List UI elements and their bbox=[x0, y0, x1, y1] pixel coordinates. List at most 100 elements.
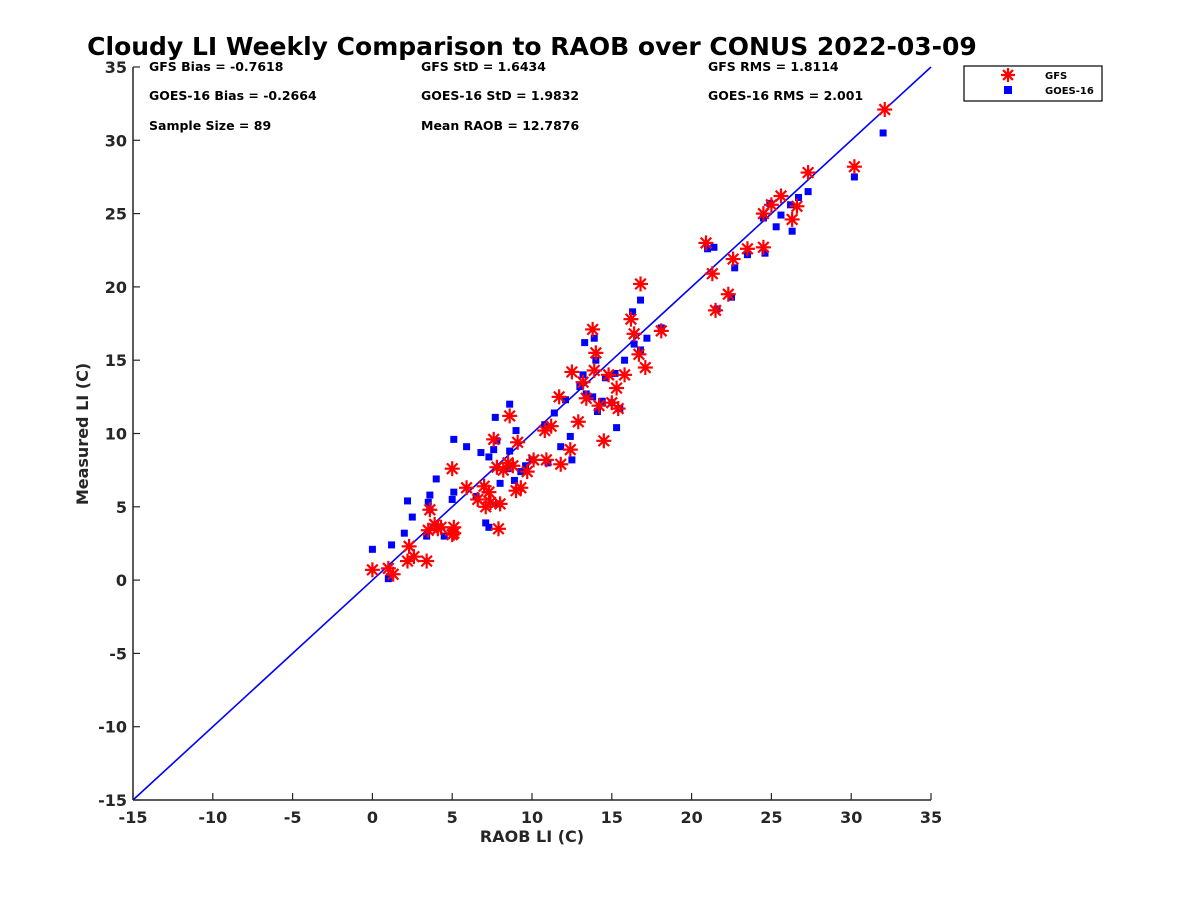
goes16-point bbox=[611, 369, 619, 377]
goes16-point bbox=[613, 424, 621, 432]
y-axis-label: Measured LI (C) bbox=[73, 363, 92, 505]
gfs-point bbox=[446, 525, 462, 541]
gfs-point bbox=[505, 458, 521, 474]
gfs-point bbox=[637, 360, 653, 376]
gfs-point bbox=[846, 159, 862, 175]
goes16-point bbox=[795, 193, 803, 201]
x-tick-label: 25 bbox=[760, 808, 782, 827]
gfs-point bbox=[486, 431, 502, 447]
gfs-point bbox=[510, 434, 526, 450]
gfs-point bbox=[433, 519, 449, 535]
goes16-point bbox=[637, 296, 645, 304]
y-tick-label: 35 bbox=[105, 58, 127, 77]
gfs-point bbox=[591, 398, 607, 414]
gfs-point bbox=[617, 367, 633, 383]
goes16-point bbox=[493, 437, 501, 445]
gfs-point bbox=[490, 521, 506, 537]
x-tick-label: -5 bbox=[284, 808, 302, 827]
gfs-point bbox=[755, 239, 771, 255]
goes16-point bbox=[731, 264, 739, 272]
gfs-point bbox=[623, 311, 639, 327]
gfs-point bbox=[601, 367, 617, 383]
goes16-point bbox=[490, 446, 498, 454]
y-tick-label: 25 bbox=[105, 205, 127, 224]
gfs-point bbox=[364, 562, 380, 578]
goes16-point bbox=[589, 393, 597, 401]
goes16-point bbox=[590, 334, 598, 342]
gfs-point bbox=[562, 442, 578, 458]
goes16-point bbox=[804, 188, 812, 196]
gfs-point bbox=[631, 346, 647, 362]
goes16-point bbox=[404, 497, 412, 505]
gfs-point bbox=[459, 480, 475, 496]
goes16-point bbox=[630, 340, 638, 348]
x-axis-label: RAOB LI (C) bbox=[480, 827, 584, 846]
legend-gfs-marker bbox=[1001, 68, 1015, 82]
goes16-point bbox=[448, 495, 456, 503]
goes16-point bbox=[463, 443, 471, 451]
goes16-point bbox=[506, 447, 514, 455]
gfs-point bbox=[543, 418, 559, 434]
goes16-point bbox=[761, 249, 769, 257]
goes16-point bbox=[388, 541, 396, 549]
gfs-point bbox=[800, 165, 816, 181]
goes16-point bbox=[710, 243, 718, 251]
gfs-point bbox=[551, 389, 567, 405]
gfs-point bbox=[704, 266, 720, 282]
x-tick-label: 20 bbox=[680, 808, 702, 827]
gfs-point bbox=[698, 235, 714, 251]
goes16-point bbox=[850, 173, 858, 181]
x-tick-label: 15 bbox=[601, 808, 623, 827]
gfs-point bbox=[481, 484, 497, 500]
goes16-point bbox=[477, 449, 485, 457]
goes16-point bbox=[557, 443, 565, 451]
y-tick-label: 30 bbox=[105, 131, 127, 150]
gfs-point bbox=[538, 452, 554, 468]
gfs-point bbox=[578, 390, 594, 406]
goes16-point bbox=[482, 519, 490, 527]
y-tick-label: -10 bbox=[98, 718, 127, 737]
stat-gfs-bias: GFS Bias = -0.7618 bbox=[149, 59, 283, 74]
y-tick-label: -5 bbox=[109, 644, 127, 663]
goes16-point bbox=[879, 129, 887, 137]
goes16-point bbox=[485, 523, 493, 531]
goes16-point bbox=[566, 432, 574, 440]
gfs-point bbox=[385, 566, 401, 582]
reference-line-layer bbox=[132, 66, 932, 801]
gfs-point bbox=[653, 323, 669, 339]
legend: GFS GOES-16 bbox=[963, 65, 1103, 102]
stat-goes-std: GOES-16 StD = 1.9832 bbox=[421, 88, 579, 103]
legend-gfs-label: GFS bbox=[1045, 71, 1067, 82]
x-tick-label: -15 bbox=[119, 808, 148, 827]
x-tick-label: 30 bbox=[840, 808, 862, 827]
goes16-point bbox=[787, 201, 795, 209]
gfs-point bbox=[588, 345, 604, 361]
gfs-point bbox=[570, 414, 586, 430]
goes16-point bbox=[568, 456, 576, 464]
y-tick-label: 10 bbox=[105, 425, 127, 444]
gfs-point bbox=[564, 364, 580, 380]
stat-goes-bias: GOES-16 Bias = -0.2664 bbox=[149, 88, 317, 103]
goes16-point bbox=[522, 462, 530, 470]
legend-goes-marker bbox=[1004, 86, 1012, 94]
goes16-point bbox=[432, 475, 440, 483]
legend-box bbox=[963, 65, 1103, 102]
gfs-point bbox=[492, 496, 508, 512]
y-tick-label: 20 bbox=[105, 278, 127, 297]
x-tick-label: 0 bbox=[367, 808, 378, 827]
statistics-annotations: GFS Bias = -0.7618 GOES-16 Bias = -0.266… bbox=[149, 59, 863, 133]
stat-gfs-std: GFS StD = 1.6434 bbox=[421, 59, 546, 74]
goes16-point bbox=[506, 400, 514, 408]
gfs-point bbox=[575, 374, 591, 390]
y-tick-label: -15 bbox=[98, 791, 127, 810]
gfs-point bbox=[519, 464, 535, 480]
goes16-point bbox=[704, 245, 712, 253]
gfs-point bbox=[708, 302, 724, 318]
gfs-point bbox=[626, 326, 642, 342]
gfs-point bbox=[586, 362, 602, 378]
goes16-point bbox=[562, 396, 570, 404]
gfs-point bbox=[725, 251, 741, 267]
y-tick-label: 15 bbox=[105, 351, 127, 370]
goes16-point bbox=[581, 339, 589, 347]
goes16-point bbox=[368, 545, 376, 553]
